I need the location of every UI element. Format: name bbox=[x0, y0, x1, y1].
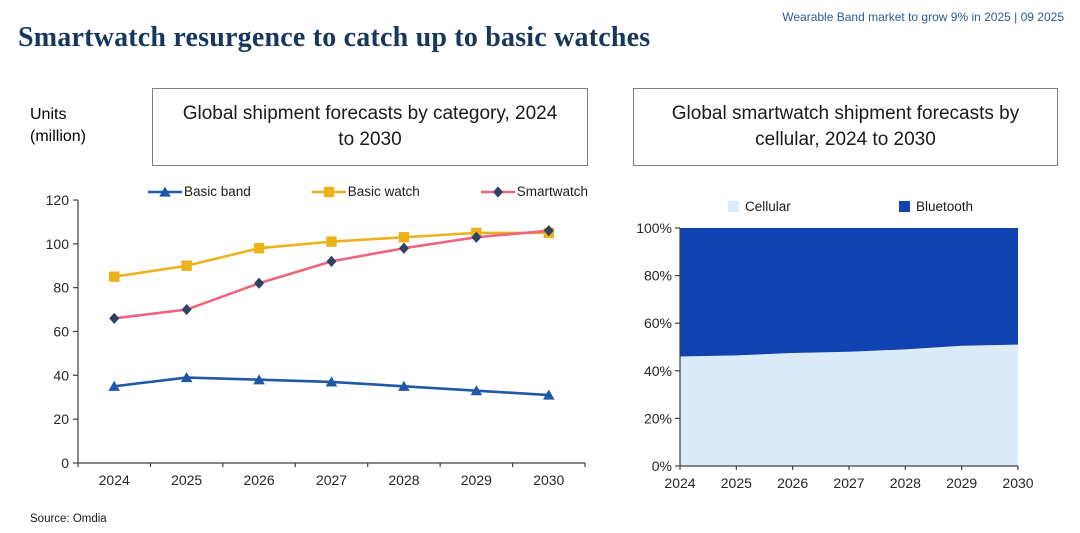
svg-text:2027: 2027 bbox=[833, 475, 864, 491]
bluetooth-legend-swatch-icon bbox=[898, 201, 910, 212]
basic-band-legend-marker-icon bbox=[148, 186, 182, 197]
triangle-marker bbox=[159, 186, 171, 197]
svg-text:2025: 2025 bbox=[721, 475, 752, 491]
svg-text:0: 0 bbox=[61, 455, 69, 471]
triangle-marker bbox=[398, 380, 410, 391]
page-title: Smartwatch resurgence to catch up to bas… bbox=[18, 22, 651, 53]
diamond-marker bbox=[471, 231, 482, 243]
basic-watch-legend-marker-icon bbox=[311, 186, 346, 197]
svg-text:80: 80 bbox=[53, 280, 69, 296]
svg-text:2030: 2030 bbox=[1002, 475, 1033, 491]
svg-text:100%: 100% bbox=[636, 220, 672, 236]
legend-item-cellular: Cellular bbox=[728, 199, 791, 214]
category-chart-legend: Basic band Basic watch Smartwatch bbox=[148, 184, 588, 199]
cellular-legend-swatch-icon bbox=[728, 201, 739, 212]
cellular-chart-title: Global smartwatch shipment forecasts by … bbox=[633, 88, 1058, 166]
svg-text:0%: 0% bbox=[652, 458, 672, 474]
svg-text:2028: 2028 bbox=[388, 472, 419, 488]
smartwatch-legend-marker-icon bbox=[480, 185, 515, 198]
diamond-marker bbox=[398, 242, 409, 254]
legend-label: Cellular bbox=[745, 199, 791, 214]
units-line2: (million) bbox=[30, 128, 86, 146]
svg-text:120: 120 bbox=[46, 192, 70, 208]
units-line1: Units bbox=[30, 106, 67, 123]
svg-text:40: 40 bbox=[53, 367, 69, 383]
triangle-marker bbox=[470, 385, 483, 396]
diamond-marker bbox=[109, 312, 120, 324]
triangle-marker bbox=[253, 374, 265, 385]
legend-item-bluetooth: Bluetooth bbox=[898, 199, 973, 214]
svg-text:2025: 2025 bbox=[171, 472, 202, 488]
triangle-marker bbox=[108, 380, 121, 391]
triangle-marker bbox=[542, 389, 555, 400]
svg-text:2027: 2027 bbox=[316, 472, 347, 488]
cellular-area bbox=[680, 344, 1018, 466]
diamond-marker bbox=[326, 255, 337, 267]
diamond-marker bbox=[492, 185, 503, 198]
legend-item-smartwatch: Smartwatch bbox=[480, 184, 588, 199]
svg-text:2026: 2026 bbox=[243, 472, 274, 488]
svg-text:2030: 2030 bbox=[533, 472, 564, 488]
square-marker bbox=[181, 260, 192, 271]
square-marker bbox=[253, 243, 265, 254]
bluetooth-area bbox=[680, 228, 1018, 357]
triangle-marker bbox=[325, 376, 338, 387]
square-marker bbox=[323, 186, 334, 197]
source-note: Source: Omdia bbox=[30, 513, 107, 525]
legend-item-basic-band: Basic band bbox=[148, 184, 251, 199]
svg-text:20%: 20% bbox=[644, 410, 672, 426]
svg-text:60: 60 bbox=[53, 324, 69, 340]
legend-label: Smartwatch bbox=[516, 184, 588, 199]
square-marker bbox=[109, 271, 120, 282]
diamond-marker bbox=[181, 303, 192, 316]
svg-text:100: 100 bbox=[46, 236, 70, 252]
svg-text:2029: 2029 bbox=[946, 475, 977, 491]
legend-label: Basic watch bbox=[347, 184, 420, 199]
svg-text:2028: 2028 bbox=[890, 475, 921, 491]
svg-text:2024: 2024 bbox=[664, 475, 695, 491]
svg-text:40%: 40% bbox=[644, 363, 672, 379]
legend-item-basic-watch: Basic watch bbox=[311, 184, 420, 199]
square-marker bbox=[398, 232, 410, 243]
legend-label: Basic band bbox=[184, 184, 251, 199]
category-line-chart: 0 20 40 60 80 100 120 2024 2025 2026 2027 2028 2029 2… bbox=[46, 192, 586, 488]
cellular-stacked-area-chart: 0% 20% 40% 60% 80% 100% 2024 2025 2026 2027 2028 20… bbox=[636, 220, 1034, 491]
svg-text:2026: 2026 bbox=[777, 475, 808, 491]
cellular-chart-legend: Cellular Bluetooth bbox=[728, 199, 973, 214]
diamond-marker bbox=[543, 225, 554, 237]
svg-text:2029: 2029 bbox=[461, 472, 492, 488]
y-axis-units-label: Units (million) bbox=[30, 104, 86, 149]
svg-text:80%: 80% bbox=[644, 268, 672, 284]
square-marker bbox=[326, 236, 337, 247]
legend-label: Bluetooth bbox=[915, 199, 973, 214]
triangle-marker bbox=[180, 372, 193, 383]
diamond-marker bbox=[254, 277, 265, 289]
category-chart-title: Global shipment forecasts by category, 2… bbox=[152, 88, 588, 166]
svg-text:2024: 2024 bbox=[99, 472, 130, 488]
header-annotation: Wearable Band market to grow 9% in 2025 … bbox=[782, 10, 1064, 24]
svg-text:20: 20 bbox=[53, 411, 69, 427]
svg-text:60%: 60% bbox=[644, 315, 672, 331]
